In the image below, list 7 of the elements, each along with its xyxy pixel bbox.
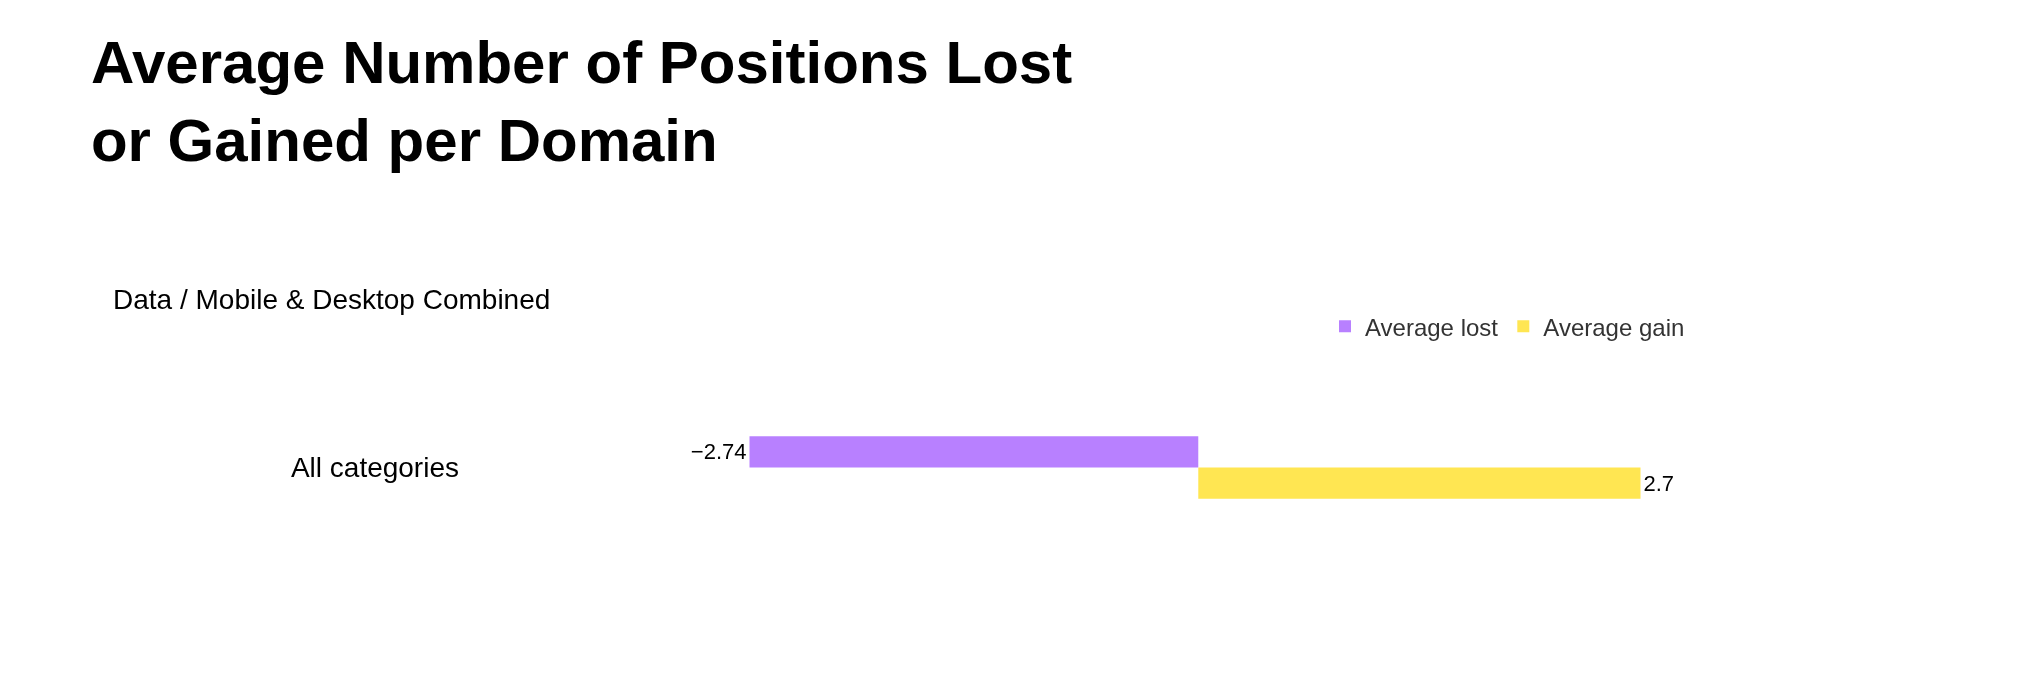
legend-label: Average gain xyxy=(1543,313,1685,341)
chart-title: Average Number of Positions Lost or Gained per Domain xyxy=(90,29,1073,175)
y-tick-label: All categories xyxy=(290,452,459,484)
legend-label: Average lost xyxy=(1365,313,1499,341)
text: Data / Mobile & Desktop Combined xyxy=(113,284,551,315)
data-label: 2.7 xyxy=(1643,470,1675,496)
data-label: −2.74 xyxy=(690,439,747,465)
